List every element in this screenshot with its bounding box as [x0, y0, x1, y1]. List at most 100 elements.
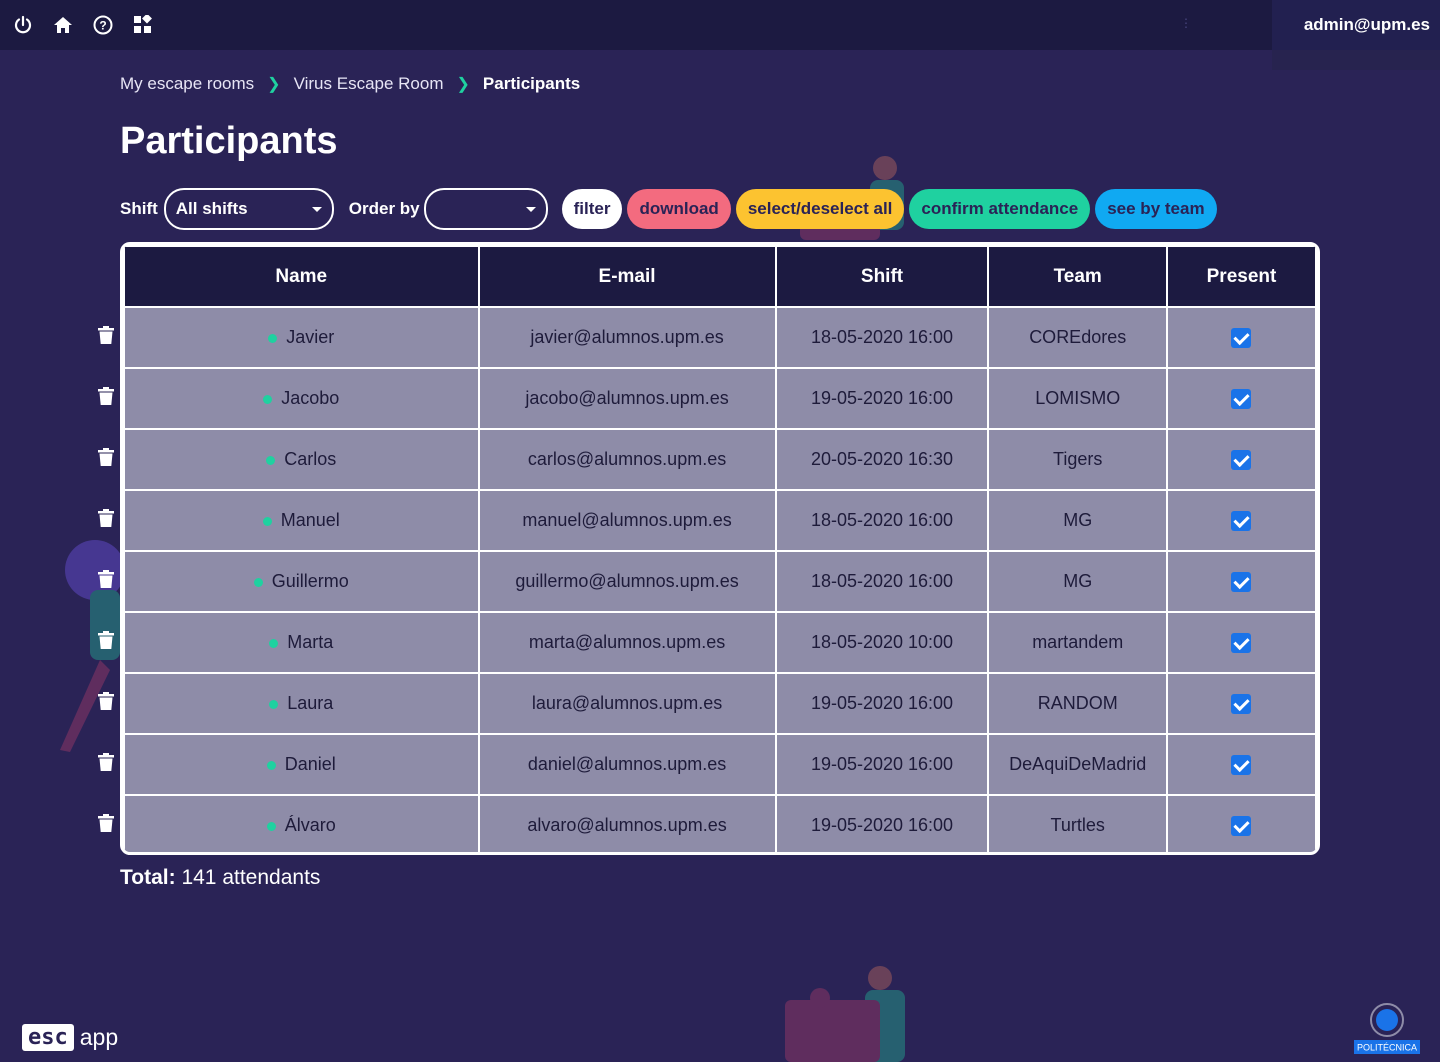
logo-box: esc — [22, 1024, 74, 1051]
participants-table: Name E-mail Shift Team Present Javier jav… — [120, 242, 1320, 855]
present-checkbox[interactable] — [1231, 572, 1252, 593]
column-header-name[interactable]: Name — [123, 245, 480, 308]
trash-icon[interactable] — [98, 387, 114, 405]
cell-team: Turtles — [987, 794, 1168, 852]
cell-team: Tigers — [987, 428, 1168, 491]
trash-icon[interactable] — [98, 814, 114, 832]
cell-shift: 19-05-2020 16:00 — [774, 367, 990, 430]
trash-icon[interactable] — [98, 570, 114, 588]
university-label: POLITÉCNICA — [1357, 1043, 1417, 1053]
cell-name: Laura — [123, 672, 480, 735]
breadcrumb: My escape rooms ❯ Virus Escape Room ❯ Pa… — [120, 74, 580, 94]
table-row: Jacobo jacobo@alumnos.upm.es 19-05-2020 16… — [123, 367, 1317, 430]
top-navbar: ? ⋮ admin@upm.es — [0, 0, 1440, 70]
cell-email: marta@alumnos.upm.es — [477, 611, 777, 674]
breadcrumb-virus-escape-room[interactable]: Virus Escape Room — [293, 74, 444, 93]
cell-team: COREdores — [987, 306, 1168, 369]
cell-name: Javier — [123, 306, 480, 369]
trash-icon[interactable] — [98, 631, 114, 649]
user-email[interactable]: admin@upm.es — [1272, 0, 1440, 50]
confirm-attendance-button[interactable]: confirm attendance — [909, 189, 1091, 229]
shift-select[interactable]: All shifts — [163, 188, 334, 230]
table-row: Carlos carlos@alumnos.upm.es 20-05-2020 16… — [123, 428, 1317, 491]
separator-dots: ⋮ — [1180, 16, 1192, 30]
cell-name: Daniel — [123, 733, 480, 796]
cell-team: MG — [987, 489, 1168, 552]
cell-email: jacobo@alumnos.upm.es — [477, 367, 777, 430]
chevron-down-icon — [525, 206, 536, 212]
table-header-row: Name E-mail Shift Team Present — [123, 245, 1317, 308]
participant-name: Daniel — [284, 754, 336, 774]
see-by-team-button[interactable]: see by team — [1095, 189, 1217, 229]
participant-name: Marta — [287, 632, 334, 652]
column-header-team[interactable]: Team — [987, 245, 1168, 308]
participant-name: Javier — [286, 327, 335, 347]
participant-name: Guillermo — [271, 571, 349, 591]
table-row: Javier javier@alumnos.upm.es 18-05-2020 16… — [123, 306, 1317, 369]
trash-icon[interactable] — [98, 509, 114, 527]
chevron-right-icon: ❯ — [267, 76, 281, 93]
cell-shift: 18-05-2020 10:00 — [774, 611, 990, 674]
order-by-label: Order by — [348, 199, 420, 218]
online-status-dot-icon — [266, 455, 276, 465]
cell-name: Álvaro — [123, 794, 480, 852]
apps-icon[interactable] — [132, 14, 154, 36]
cell-present — [1165, 672, 1317, 735]
table-row: Álvaro alvaro@alumnos.upm.es 19-05-2020 16… — [123, 794, 1317, 852]
breadcrumb-my-escape-rooms[interactable]: My escape rooms — [120, 74, 255, 93]
cell-name: Manuel — [123, 489, 480, 552]
cell-name: Jacobo — [123, 367, 480, 430]
trash-icon[interactable] — [98, 326, 114, 344]
cell-present — [1165, 550, 1317, 613]
online-status-dot-icon — [262, 516, 272, 526]
cell-present — [1165, 489, 1317, 552]
trash-icon[interactable] — [98, 692, 114, 710]
cell-name: Marta — [123, 611, 480, 674]
column-header-email[interactable]: E-mail — [477, 245, 777, 308]
table-row: Marta marta@alumnos.upm.es 18-05-2020 10:0… — [123, 611, 1317, 674]
cell-team: LOMISMO — [987, 367, 1168, 430]
present-checkbox[interactable] — [1231, 633, 1252, 654]
home-icon[interactable] — [52, 14, 74, 36]
cell-shift: 19-05-2020 16:00 — [774, 794, 990, 852]
present-checkbox[interactable] — [1231, 389, 1252, 410]
trash-icon[interactable] — [98, 448, 114, 466]
online-status-dot-icon — [253, 577, 263, 587]
cell-email: laura@alumnos.upm.es — [477, 672, 777, 735]
present-checkbox[interactable] — [1231, 816, 1252, 837]
participant-name: Jacobo — [281, 388, 340, 408]
trash-icon[interactable] — [98, 753, 114, 771]
download-button[interactable]: download — [627, 189, 731, 229]
present-checkbox[interactable] — [1231, 694, 1252, 715]
cell-email: carlos@alumnos.upm.es — [477, 428, 777, 491]
participant-name: Manuel — [280, 510, 340, 530]
present-checkbox[interactable] — [1231, 450, 1252, 471]
escapp-logo[interactable]: esc app — [22, 1024, 118, 1051]
cell-name: Carlos — [123, 428, 480, 491]
help-icon[interactable]: ? — [92, 14, 114, 36]
present-checkbox[interactable] — [1231, 755, 1252, 776]
toolbar: Shift All shifts Order by filter downloa… — [120, 188, 1217, 230]
order-by-select[interactable] — [423, 188, 548, 230]
total-label: Total: — [120, 866, 176, 889]
cell-team: martandem — [987, 611, 1168, 674]
table-row: Laura laura@alumnos.upm.es 19-05-2020 16:0… — [123, 672, 1317, 735]
online-status-dot-icon — [269, 638, 279, 648]
cell-shift: 20-05-2020 16:30 — [774, 428, 990, 491]
cell-email: javier@alumnos.upm.es — [477, 306, 777, 369]
filter-button[interactable]: filter — [561, 189, 623, 229]
column-header-present[interactable]: Present — [1165, 245, 1317, 308]
cell-present — [1165, 306, 1317, 369]
participant-name: Laura — [287, 693, 334, 713]
select-deselect-all-button[interactable]: select/deselect all — [735, 189, 905, 229]
column-header-shift[interactable]: Shift — [774, 245, 990, 308]
navbar-icons: ? — [12, 14, 154, 36]
present-checkbox[interactable] — [1231, 328, 1252, 349]
chevron-right-icon: ❯ — [456, 76, 470, 93]
shift-select-value: All shifts — [175, 199, 248, 218]
cell-present — [1165, 367, 1317, 430]
power-icon[interactable] — [12, 14, 34, 36]
present-checkbox[interactable] — [1231, 511, 1252, 532]
online-status-dot-icon — [266, 760, 276, 770]
cell-shift: 18-05-2020 16:00 — [774, 306, 990, 369]
